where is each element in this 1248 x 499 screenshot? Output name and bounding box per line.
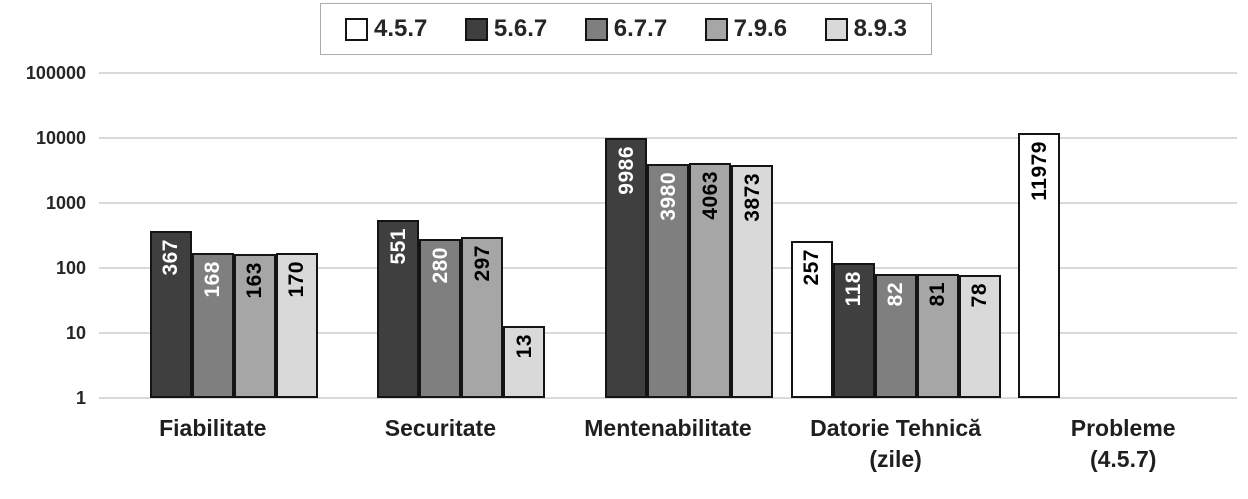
x-axis-category-label: Mentenabilitate	[554, 413, 782, 444]
x-axis-category-label: Securitate	[327, 413, 555, 444]
legend-item-7.9.6: 7.9.6	[704, 15, 788, 42]
y-axis-tick-label: 10	[65, 323, 86, 343]
bar-value-label: 82	[884, 281, 908, 306]
x-axis-category-label: Fiabilitate	[99, 413, 327, 444]
y-axis-tick-label: 100	[55, 258, 86, 278]
bar-6.7.7-Datorie Tehnică (zile): 82	[874, 273, 917, 398]
bar-value-label: 170	[285, 261, 309, 298]
legend-label: 8.9.3	[853, 15, 907, 42]
legend-label: 5.6.7	[493, 15, 548, 42]
legend-swatch-icon	[584, 17, 608, 41]
x-axis-category-label-line: (4.5.7)	[1089, 446, 1157, 472]
bar-value-label: 9986	[614, 146, 638, 195]
gridline-10000	[99, 137, 1237, 139]
gridline-1	[99, 397, 1237, 399]
bar-value-label: 257	[800, 249, 824, 286]
legend-swatch-icon	[704, 17, 728, 41]
legend-label: 4.5.7	[374, 15, 428, 42]
x-axis-category-label-line: Mentenabilitate	[584, 415, 752, 441]
bar-value-label: 3980	[656, 172, 680, 221]
legend-item-4.5.7: 4.5.7	[345, 17, 427, 41]
legend-swatch-icon	[824, 17, 848, 41]
bar-value-label: 81	[926, 281, 950, 307]
bar-value-label: 4063	[698, 171, 722, 221]
bar-8.9.3-Fiabilitate: 170	[275, 253, 318, 398]
bar-value-label: 297	[470, 245, 494, 282]
bar-7.9.6-Mentenabilitate: 4063	[689, 163, 731, 398]
legend-item-8.9.3: 8.9.3	[824, 15, 907, 42]
legend-label: 7.9.6	[733, 15, 788, 42]
bar-8.9.3-Securitate: 13	[503, 325, 546, 398]
legend-swatch-icon	[464, 17, 488, 41]
y-axis-tick-label: 1	[75, 388, 86, 408]
bar-value-label: 168	[201, 261, 225, 298]
bar-value-label: 13	[512, 333, 536, 358]
legend-item-6.7.7: 6.7.7	[584, 15, 668, 42]
bar-value-label: 78	[968, 283, 992, 308]
bar-value-label: 118	[842, 271, 866, 307]
bar-value-label: 3873	[740, 172, 764, 222]
bar-8.9.3-Mentenabilitate: 3873	[731, 164, 773, 398]
legend: 4.5.7 5.6.7 6.7.7 7.9.6 8.9.3	[320, 3, 932, 55]
bar-7.9.6-Fiabilitate: 163	[233, 254, 276, 398]
bar-7.9.6-Datorie Tehnică (zile): 81	[916, 273, 959, 398]
x-axis-category-label: Datorie Tehnică (zile)	[782, 413, 1010, 475]
bar-value-label: 163	[243, 262, 267, 299]
x-axis-category-label-line: Probleme	[1070, 415, 1176, 441]
bar-value-label: 11979	[1027, 140, 1051, 201]
bar-6.7.7-Securitate: 280	[419, 238, 462, 398]
bar-value-label: 367	[159, 239, 183, 276]
bar-value-label: 551	[386, 227, 410, 265]
legend-label: 6.7.7	[613, 15, 668, 42]
bar-8.9.3-Datorie Tehnică (zile): 78	[958, 275, 1001, 398]
x-axis-category-label-line: (zile)	[869, 446, 922, 472]
bar-7.9.6-Securitate: 297	[461, 237, 504, 398]
legend-item-5.6.7: 5.6.7	[464, 15, 548, 42]
bar-6.7.7-Mentenabilitate: 3980	[647, 164, 689, 398]
bar-5.6.7-Datorie Tehnică (zile): 118	[832, 263, 875, 398]
bar-5.6.7-Mentenabilitate: 9986	[605, 138, 647, 398]
x-axis-category-label-line: Fiabilitate	[159, 415, 267, 441]
bar-5.6.7-Fiabilitate: 367	[149, 231, 192, 398]
x-axis-category-label-line: Datorie Tehnică	[810, 415, 982, 441]
bar-4.5.7-Probleme (4.5.7): 11979	[1018, 132, 1061, 398]
y-axis-tick-label: 10000	[35, 128, 86, 148]
bar-4.5.7-Datorie Tehnică (zile): 257	[790, 241, 833, 398]
bar-5.6.7-Securitate: 551	[377, 219, 420, 398]
x-axis-category-label-line: Securitate	[384, 415, 496, 441]
bar-6.7.7-Fiabilitate: 168	[191, 253, 234, 398]
y-axis-tick-label: 100000	[25, 63, 86, 83]
legend-swatch-icon	[345, 17, 368, 41]
x-axis-category-label: Probleme (4.5.7)	[1009, 413, 1237, 475]
gridline-100000	[99, 72, 1237, 74]
y-axis-tick-label: 1000	[45, 193, 86, 213]
bar-value-label: 280	[428, 246, 452, 284]
